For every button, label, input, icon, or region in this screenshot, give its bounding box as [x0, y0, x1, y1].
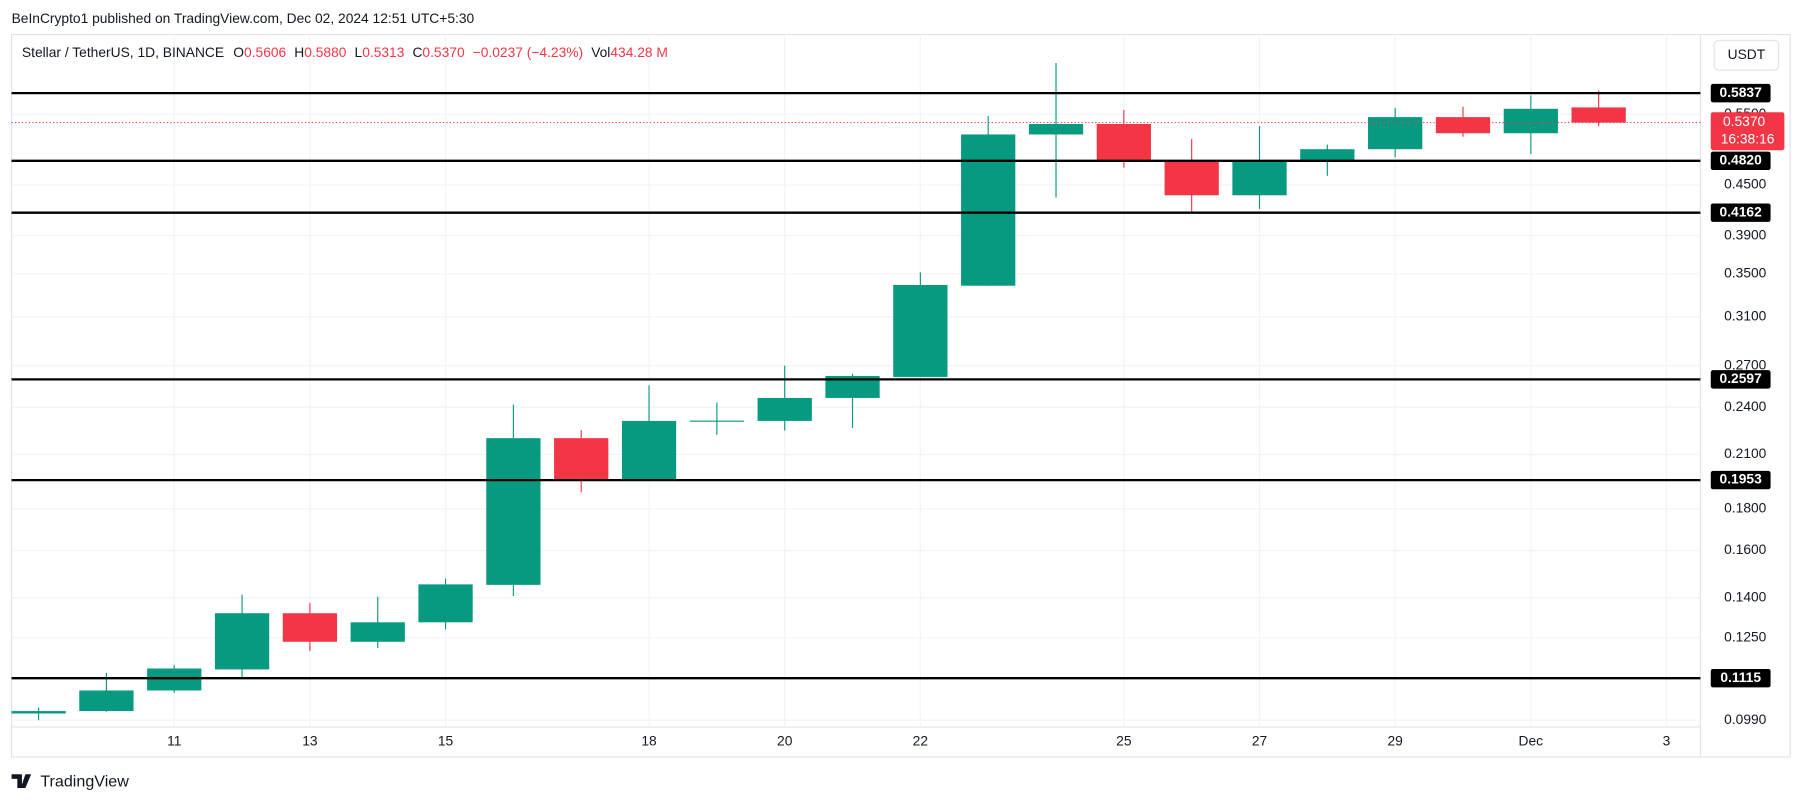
level-label: 0.1953 [1720, 472, 1763, 487]
y-tick-label: 0.0990 [1724, 712, 1767, 727]
x-tick-label: 13 [302, 734, 318, 749]
candle-body [147, 668, 202, 691]
level-tag [1710, 470, 1771, 490]
x-tick-label: 15 [438, 734, 454, 749]
y-tick-label: 0.2100 [1724, 446, 1767, 461]
candle-body [1503, 108, 1558, 134]
x-tick-label: 20 [777, 734, 793, 749]
candle-body [825, 375, 880, 398]
last-price-label: 0.5370 [1723, 114, 1766, 129]
candle-body [1028, 123, 1084, 135]
y-tick-label: 0.1250 [1724, 629, 1767, 644]
x-tick-label: 27 [1252, 734, 1267, 749]
candle-body [1435, 117, 1491, 134]
legend-value: 0.5313 [362, 45, 405, 60]
candle-body [418, 584, 473, 623]
level-tag [1710, 668, 1771, 688]
y-tick-label: 0.3900 [1724, 227, 1767, 242]
candle-body [214, 613, 270, 670]
legend-value: 0.5370 [422, 45, 465, 60]
symbol: Stellar / TetherUS, 1D, BINANCE [22, 45, 224, 60]
level-label: 0.5837 [1720, 85, 1763, 100]
y-tick-label: 0.3100 [1724, 308, 1767, 323]
level-tag [1710, 370, 1771, 389]
legend-value: 434.28 M [610, 45, 668, 60]
y-tick-label: 0.1600 [1724, 542, 1767, 557]
candle-body [621, 420, 677, 480]
candle-body [554, 438, 609, 480]
candle-body [1096, 123, 1151, 162]
grid [11, 34, 1701, 728]
legend-key: O [233, 45, 244, 60]
legend-key: Vol [591, 45, 610, 60]
y-tick-label: 0.1400 [1724, 589, 1767, 604]
candles [11, 63, 1626, 721]
countdown-label: 16:38:16 [1721, 132, 1775, 147]
level-tag [1710, 203, 1771, 222]
legend-value: −0.0237 (−4.23%) [473, 45, 583, 60]
level-tag [1710, 83, 1771, 103]
candle-body [1571, 107, 1626, 123]
chart-frame [10, 33, 1791, 758]
overlay: 0.0990 0.1250 0.1400 0.1600 0.1800 0.2100 0.24… [11, 83, 1785, 749]
x-tick-label: 11 [167, 734, 181, 749]
legend-key: H [294, 45, 304, 60]
x-tick-label: 29 [1387, 734, 1403, 749]
currency-button[interactable] [1713, 39, 1780, 71]
candle-body [486, 438, 541, 585]
publisher-note: BeInCrypto1 published on TradingView.com… [12, 11, 475, 26]
y-tick-label: 0.3500 [1724, 266, 1767, 281]
y-tick-label: 0.2400 [1724, 399, 1767, 414]
symbol-legend: Stellar / TetherUS, 1D, BINANCE O0.5606 H0… [22, 45, 668, 60]
candle-body [893, 284, 948, 377]
x-tick-label: Dec [1519, 734, 1544, 749]
x-tick-label: 25 [1116, 734, 1132, 749]
level-label: 0.1115 [1720, 670, 1761, 685]
candle-body [282, 613, 338, 642]
candle-body [689, 420, 745, 422]
candle-body [1164, 161, 1219, 196]
level-label: 0.4820 [1720, 152, 1763, 167]
level-label: 0.2597 [1720, 371, 1763, 386]
x-tick-label: 22 [913, 734, 928, 749]
legend-key: L [355, 45, 363, 60]
candle-body [11, 711, 66, 714]
y-tick-label: 0.2700 [1724, 357, 1767, 372]
candle-body [1232, 161, 1287, 196]
x-tick-label: 3 [1663, 734, 1671, 749]
legend-value: 0.5606 [244, 45, 287, 60]
level-label: 0.4162 [1720, 204, 1763, 219]
legend-key: C [412, 45, 422, 60]
legend-value: 0.5880 [304, 45, 347, 60]
last-price-tag [1710, 112, 1785, 151]
candle-body [350, 622, 405, 642]
y-tick-label: 0.4500 [1724, 177, 1767, 192]
branding-logo: TradingView [11, 773, 129, 791]
candle-body [1300, 149, 1355, 162]
branding: TradingView [40, 773, 129, 791]
candle-body [757, 397, 812, 421]
x-tick-label: 18 [641, 734, 657, 749]
candle-body [1368, 117, 1423, 150]
candle-body [79, 690, 134, 712]
y-tick-label: 0.1800 [1724, 501, 1767, 516]
candle-body [961, 134, 1016, 286]
currency-label[interactable]: USDT [1728, 47, 1766, 62]
level-tag [1710, 151, 1771, 170]
